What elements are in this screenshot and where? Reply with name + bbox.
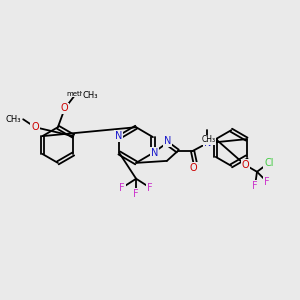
Text: F: F xyxy=(119,183,125,193)
Text: N: N xyxy=(151,148,159,158)
Text: CH₃: CH₃ xyxy=(6,115,21,124)
Text: CH₃: CH₃ xyxy=(82,91,98,100)
Text: F: F xyxy=(133,189,139,199)
Text: F: F xyxy=(147,183,153,193)
Text: N: N xyxy=(115,131,122,141)
Text: O: O xyxy=(61,103,69,113)
Text: Cl: Cl xyxy=(264,158,274,168)
Text: F: F xyxy=(264,177,270,187)
Text: O: O xyxy=(241,160,249,170)
Text: O: O xyxy=(31,122,39,132)
Text: methoxy: methoxy xyxy=(66,91,97,97)
Text: N: N xyxy=(204,138,211,148)
Text: N: N xyxy=(164,136,172,146)
Text: F: F xyxy=(252,181,258,191)
Text: CH₃: CH₃ xyxy=(201,135,215,144)
Text: O: O xyxy=(190,163,197,173)
